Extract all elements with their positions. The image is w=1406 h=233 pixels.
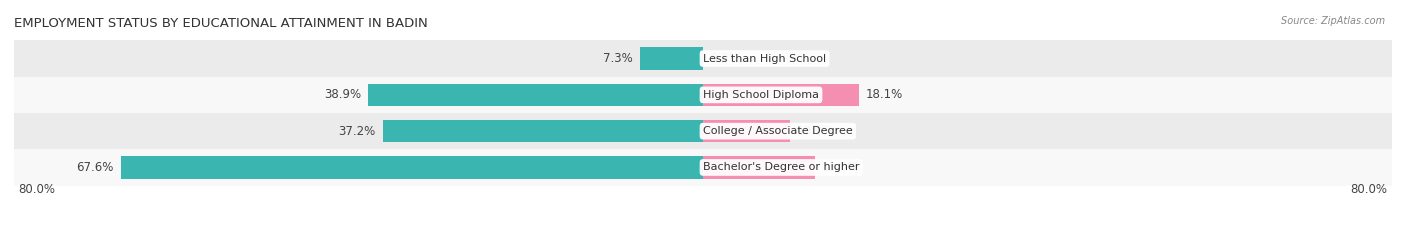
Bar: [14, 40, 1392, 77]
Text: College / Associate Degree: College / Associate Degree: [703, 126, 853, 136]
Bar: [121, 156, 703, 179]
Bar: [382, 120, 703, 142]
Text: High School Diploma: High School Diploma: [703, 90, 820, 100]
Text: 13.0%: 13.0%: [823, 161, 859, 174]
Text: 10.1%: 10.1%: [797, 125, 834, 138]
Text: 0.0%: 0.0%: [710, 52, 740, 65]
Bar: [14, 113, 1392, 149]
Text: 80.0%: 80.0%: [18, 183, 55, 196]
Text: EMPLOYMENT STATUS BY EDUCATIONAL ATTAINMENT IN BADIN: EMPLOYMENT STATUS BY EDUCATIONAL ATTAINM…: [14, 17, 427, 30]
Bar: [14, 149, 1392, 186]
Bar: [14, 77, 1392, 113]
Text: Less than High School: Less than High School: [703, 54, 827, 64]
Text: Source: ZipAtlas.com: Source: ZipAtlas.com: [1281, 16, 1385, 26]
Text: 38.9%: 38.9%: [323, 88, 361, 101]
Bar: [703, 156, 815, 179]
Bar: [368, 84, 703, 106]
Text: 80.0%: 80.0%: [1351, 183, 1388, 196]
Text: 18.1%: 18.1%: [866, 88, 903, 101]
Text: 37.2%: 37.2%: [339, 125, 375, 138]
Bar: [703, 84, 859, 106]
Text: Bachelor's Degree or higher: Bachelor's Degree or higher: [703, 162, 859, 172]
Text: 7.3%: 7.3%: [603, 52, 633, 65]
Bar: [640, 47, 703, 70]
Bar: [703, 120, 790, 142]
Text: 67.6%: 67.6%: [76, 161, 114, 174]
